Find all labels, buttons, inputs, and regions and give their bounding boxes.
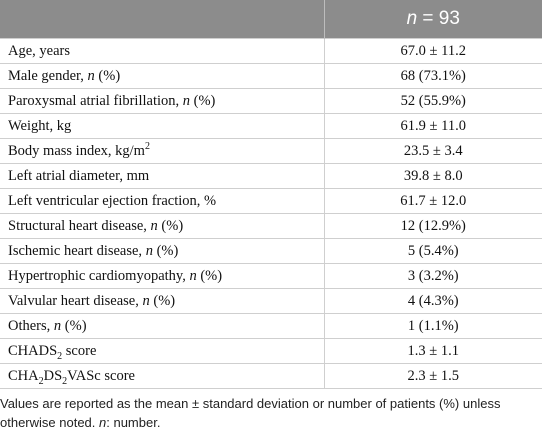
table-body: Age, years 67.0 ± 11.2 Male gender, n (%… xyxy=(0,38,542,389)
row-label-suffix: score xyxy=(62,342,97,359)
row-label-italic: n xyxy=(150,217,158,234)
row-value: 61.9 ± 11.0 xyxy=(323,113,542,139)
row-label-italic: n xyxy=(182,92,191,109)
row-label: Ischemic heart disease, n (%) xyxy=(0,238,324,264)
row-label: Valvular heart disease, n (%) xyxy=(0,288,324,314)
row-label-suffix: (%) xyxy=(152,242,179,259)
row-label-suffix: (%) xyxy=(61,317,87,334)
table-footnote: Values are reported as the mean ± standa… xyxy=(0,394,542,432)
row-value: 1.3 ± 1.1 xyxy=(323,338,542,364)
row-label-middle: DS xyxy=(43,367,63,384)
row-label-text: CHADS xyxy=(8,342,58,359)
row-label-suffix: (%) xyxy=(94,67,121,84)
table-row: Structural heart disease, n (%) 12 (12.9… xyxy=(0,213,542,239)
table-row: CHADS2 score 1.3 ± 1.1 xyxy=(0,338,542,364)
row-label-suffix: (%) xyxy=(196,267,223,284)
row-label: CHADS2 score xyxy=(0,338,324,364)
row-label-superscript: 2 xyxy=(144,140,150,152)
row-label-italic: n xyxy=(53,317,62,334)
row-label-suffix: (%) xyxy=(190,92,216,109)
row-value: 39.8 ± 8.0 xyxy=(323,163,542,189)
row-label: Others, n (%) xyxy=(0,313,324,339)
row-label-suffix: (%) xyxy=(149,292,176,309)
header-corner-cell xyxy=(0,0,324,39)
table-row: Left atrial diameter, mm 39.8 ± 8.0 xyxy=(0,163,542,189)
row-label-text: CHA xyxy=(8,367,39,384)
patient-characteristics-table-container: n = 93 Age, years 67.0 ± 11.2 Male gende… xyxy=(0,0,542,389)
row-value: 1 (1.1%) xyxy=(323,313,542,339)
row-value: 67.0 ± 11.2 xyxy=(323,38,542,64)
row-label: Body mass index, kg/m2 xyxy=(0,138,324,164)
patient-characteristics-table: n = 93 Age, years 67.0 ± 11.2 Male gende… xyxy=(0,0,542,389)
row-label-text: Left atrial diameter, mm xyxy=(8,167,150,184)
row-label-italic: n xyxy=(145,242,153,259)
header-row: n = 93 xyxy=(0,0,542,39)
row-label-subscript: 2 xyxy=(38,375,44,387)
table-row: CHA2DS2VASc score 2.3 ± 1.5 xyxy=(0,363,542,389)
row-label-text: Body mass index, kg/m xyxy=(8,142,145,159)
header-n-symbol: n xyxy=(406,8,418,29)
row-label-subscript: 2 xyxy=(62,375,68,387)
row-value: 61.7 ± 12.0 xyxy=(323,188,542,214)
row-label-text: Left ventricular ejection fraction, % xyxy=(8,192,217,209)
row-label: Structural heart disease, n (%) xyxy=(0,213,324,239)
table-row: Paroxysmal atrial fibrillation, n (%) 52… xyxy=(0,88,542,114)
row-label-suffix: VASc score xyxy=(67,367,135,384)
row-label: Hypertrophic cardiomyopathy, n (%) xyxy=(0,263,324,289)
row-label-italic: n xyxy=(87,67,95,84)
footnote-italic: n xyxy=(99,415,107,430)
row-label: CHA2DS2VASc score xyxy=(0,363,324,389)
table-header: n = 93 xyxy=(0,0,542,39)
table-row: Left ventricular ejection fraction, % 61… xyxy=(0,188,542,214)
table-row: Ischemic heart disease, n (%) 5 (5.4%) xyxy=(0,238,542,264)
table-row: Weight, kg 61.9 ± 11.0 xyxy=(0,113,542,139)
row-label: Weight, kg xyxy=(0,113,324,139)
row-label-text: Hypertrophic cardiomyopathy, xyxy=(8,267,190,284)
table-row: Body mass index, kg/m2 23.5 ± 3.4 xyxy=(0,138,542,164)
footnote-suffix: : number. xyxy=(106,415,161,430)
row-value: 2.3 ± 1.5 xyxy=(323,363,542,389)
row-label-italic: n xyxy=(142,292,150,309)
header-n-cell: n = 93 xyxy=(323,0,542,39)
table-row: Male gender, n (%) 68 (73.1%) xyxy=(0,63,542,89)
table-row: Age, years 67.0 ± 11.2 xyxy=(0,38,542,64)
row-value: 3 (3.2%) xyxy=(323,263,542,289)
row-label-text: Valvular heart disease, xyxy=(8,292,143,309)
row-label-text: Ischemic heart disease, xyxy=(8,242,146,259)
row-label: Male gender, n (%) xyxy=(0,63,324,89)
row-label: Age, years xyxy=(0,38,324,64)
table-row: Hypertrophic cardiomyopathy, n (%) 3 (3.… xyxy=(0,263,542,289)
row-label: Left atrial diameter, mm xyxy=(0,163,324,189)
row-label-text: Age, years xyxy=(8,42,71,59)
row-value: 5 (5.4%) xyxy=(323,238,542,264)
row-label: Left ventricular ejection fraction, % xyxy=(0,188,324,214)
row-value: 12 (12.9%) xyxy=(323,213,542,239)
row-value: 23.5 ± 3.4 xyxy=(323,138,542,164)
footnote-text: Values are reported as the mean ± standa… xyxy=(0,396,501,430)
row-label-text: Others, xyxy=(8,317,54,334)
row-value: 68 (73.1%) xyxy=(323,63,542,89)
row-label-italic: n xyxy=(189,267,197,284)
row-label-text: Paroxysmal atrial fibrillation, xyxy=(8,92,183,109)
table-row: Others, n (%) 1 (1.1%) xyxy=(0,313,542,339)
row-label-text: Male gender, xyxy=(8,67,88,84)
row-label: Paroxysmal atrial fibrillation, n (%) xyxy=(0,88,324,114)
row-label-text: Weight, kg xyxy=(8,117,72,134)
header-n-value: = 93 xyxy=(417,8,460,29)
row-value: 4 (4.3%) xyxy=(323,288,542,314)
table-row: Valvular heart disease, n (%) 4 (4.3%) xyxy=(0,288,542,314)
row-label-suffix: (%) xyxy=(157,217,184,234)
row-label-subscript: 2 xyxy=(57,350,63,362)
row-value: 52 (55.9%) xyxy=(323,88,542,114)
row-label-text: Structural heart disease, xyxy=(8,217,151,234)
